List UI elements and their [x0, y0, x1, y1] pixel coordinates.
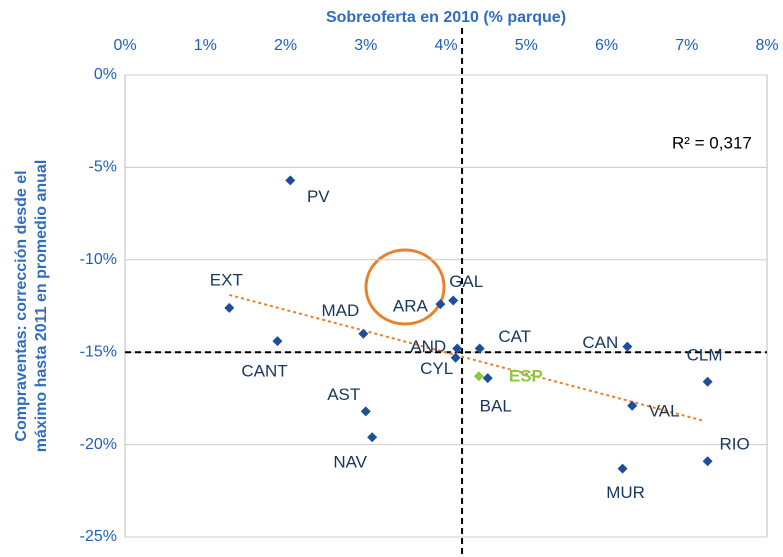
- x-tick-label: 0%: [113, 37, 136, 54]
- point: [474, 343, 485, 354]
- point: [448, 295, 459, 306]
- plot-frame: [124, 74, 768, 538]
- x-tick-label: 5%: [515, 37, 538, 54]
- trendline: [229, 293, 704, 422]
- y-tick-label: -15%: [80, 343, 117, 360]
- point-label: AND: [410, 337, 446, 356]
- point: [358, 328, 369, 339]
- point: [452, 343, 463, 354]
- y-tick-label: -5%: [89, 159, 117, 176]
- point-label: RIO: [719, 435, 749, 454]
- point: [285, 175, 296, 186]
- point-label: GAL: [449, 272, 483, 291]
- y-tick-label: -10%: [80, 251, 117, 268]
- point: [272, 336, 283, 347]
- x-tick-label: 2%: [274, 37, 297, 54]
- point: [702, 456, 713, 467]
- highlight-circle: [364, 248, 446, 326]
- x-tick-label: 1%: [194, 37, 217, 54]
- point-label: ARA: [393, 297, 429, 316]
- point-label: PV: [307, 187, 330, 206]
- point-label: CLM: [687, 345, 723, 364]
- point-label: EXT: [210, 270, 243, 289]
- point-label: NAV: [333, 453, 367, 472]
- point-label: MAD: [321, 301, 359, 320]
- y-axis-title: Compraventas: corrección desde el: [13, 170, 30, 441]
- x-tick-label: 8%: [755, 37, 778, 54]
- point-label: CANT: [241, 362, 287, 381]
- point-label: AST: [327, 385, 360, 404]
- point: [627, 400, 638, 411]
- x-tick-label: 7%: [675, 37, 698, 54]
- y-tick-label: 0%: [94, 66, 117, 83]
- point: [435, 299, 446, 310]
- r-squared: R² = 0,317: [672, 133, 752, 152]
- y-tick-label: -25%: [80, 528, 117, 545]
- x-axis-title: Sobreoferta en 2010 (% parque): [326, 9, 566, 26]
- point: [473, 371, 484, 382]
- point: [702, 376, 713, 387]
- y-tick-label: -20%: [80, 436, 117, 453]
- y-axis-title: máximo hasta 2011 en promedio anual: [33, 160, 50, 453]
- x-tick-label: 3%: [354, 37, 377, 54]
- point: [224, 302, 235, 313]
- point-label: CAN: [582, 333, 618, 352]
- point-label: BAL: [480, 397, 512, 416]
- point: [617, 463, 628, 474]
- x-tick-label: 6%: [595, 37, 618, 54]
- point-label: ESP: [509, 367, 543, 386]
- point-label: CAT: [498, 327, 531, 346]
- point-label: VAL: [649, 401, 680, 420]
- point: [622, 341, 633, 352]
- point: [482, 373, 493, 384]
- point: [450, 352, 461, 363]
- x-tick-label: 4%: [434, 37, 457, 54]
- point-label: MUR: [606, 483, 645, 502]
- point-label: CYL: [420, 359, 453, 378]
- point: [360, 406, 371, 417]
- point: [367, 432, 378, 443]
